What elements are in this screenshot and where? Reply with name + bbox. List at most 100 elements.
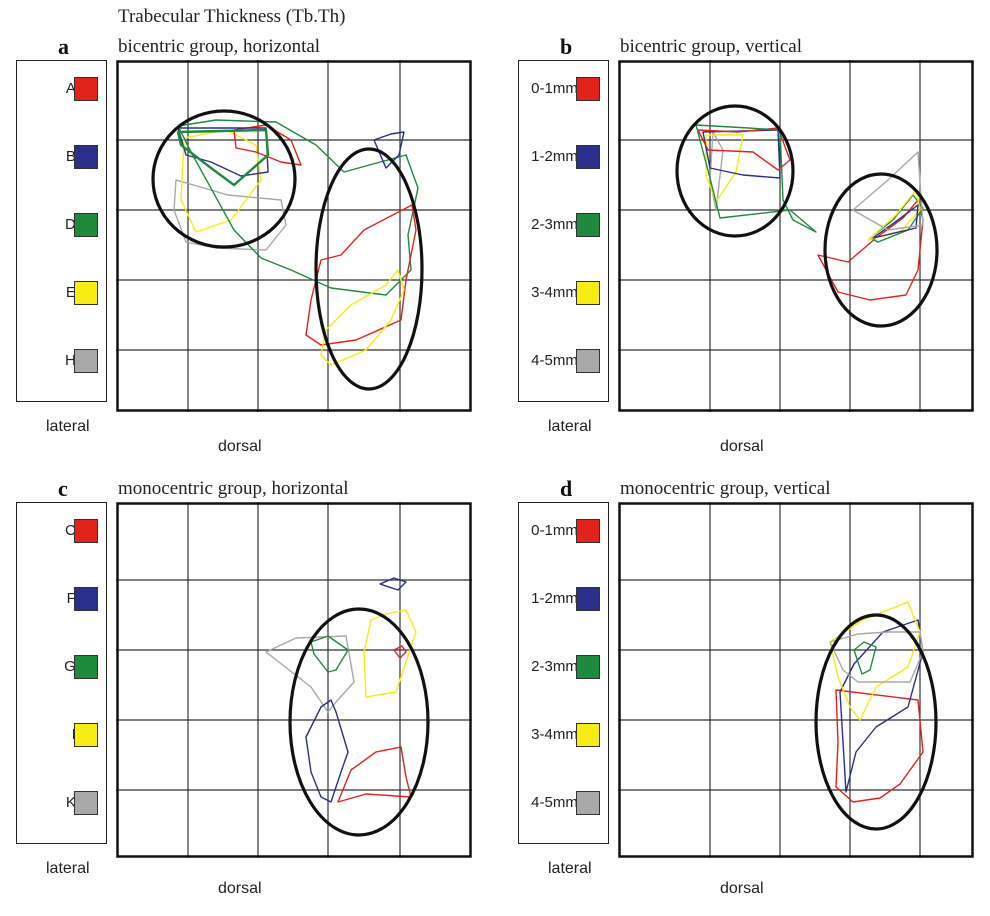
- outline-red-right: [305, 204, 417, 346]
- legend-swatch-gray: [576, 791, 600, 815]
- outline-yellow: [180, 129, 262, 233]
- legend-swatch-gray: [74, 349, 98, 373]
- outline-green-right: [869, 194, 924, 243]
- legend-label: 1-2mm:: [531, 148, 582, 165]
- legend-label: 3-4mm:: [531, 726, 582, 743]
- legend-item: 0-1mm:: [519, 519, 610, 545]
- legend-item: D:: [17, 213, 108, 239]
- legend-label: 4-5mm:: [531, 352, 582, 369]
- cluster-ellipse-right: [314, 147, 424, 391]
- legend-swatch-red: [74, 77, 98, 101]
- legend: 0-1mm: 1-2mm: 2-3mm: 3-4mm: 4-5mm:: [518, 502, 609, 844]
- outline-green-dark: [176, 128, 270, 187]
- legend-swatch-green: [74, 655, 98, 679]
- outline-yellow: [829, 601, 921, 721]
- outline-red-small: [393, 645, 407, 659]
- legend-swatch-yellow: [576, 723, 600, 747]
- plot-frame: [116, 60, 472, 412]
- legend-swatch-green: [576, 213, 600, 237]
- legend-swatch-red: [576, 519, 600, 543]
- cluster-ellipse: [288, 607, 430, 837]
- panel-d: d monocentric group, vertical 0-1mm: 1-2…: [502, 476, 990, 916]
- legend-label: 0-1mm:: [531, 522, 582, 539]
- grid: [618, 60, 974, 412]
- outline-green: [177, 119, 419, 296]
- legend: C: F: G: I: K:: [16, 502, 107, 844]
- panel-letter: c: [58, 476, 68, 501]
- plot-frame: [116, 502, 472, 858]
- legend-item: 3-4mm:: [519, 281, 610, 307]
- outline-red: [835, 689, 924, 803]
- outline-gray: [173, 179, 287, 251]
- legend-label: 4-5mm:: [531, 794, 582, 811]
- legend-item: 2-3mm:: [519, 213, 610, 239]
- legend-item: H:: [17, 349, 108, 375]
- legend-swatch-yellow: [74, 281, 98, 305]
- side-label: lateral: [46, 860, 90, 877]
- outline-yellow: [705, 134, 744, 203]
- outline-yellow: [363, 609, 417, 698]
- bottom-label: dorsal: [720, 438, 764, 455]
- figure-title: Trabecular Thickness (Tb.Th): [118, 6, 346, 27]
- outline-green: [695, 124, 817, 233]
- outline-blue-small: [379, 577, 407, 591]
- outline-blue: [839, 619, 924, 793]
- legend-swatch-yellow: [74, 723, 98, 747]
- panel-letter: a: [58, 34, 69, 59]
- legend-label: 1-2mm:: [531, 590, 582, 607]
- outline-blue-right: [872, 204, 919, 239]
- panel-title: bicentric group, vertical: [620, 36, 803, 57]
- legend-item: 1-2mm:: [519, 587, 610, 613]
- panel-letter: d: [560, 476, 573, 501]
- outline-red: [337, 746, 412, 803]
- bottom-label: dorsal: [218, 880, 262, 897]
- side-label: lateral: [548, 860, 592, 877]
- legend-swatch-green: [576, 655, 600, 679]
- legend-item: E:: [17, 281, 108, 307]
- outline-red: [697, 127, 791, 171]
- outline-gray: [265, 635, 355, 713]
- legend: A: B: D: E: H:: [16, 60, 107, 402]
- outline-red-right: [817, 199, 924, 301]
- legend-swatch-blue: [576, 587, 600, 611]
- plot-area: [618, 60, 974, 412]
- outline-gray: [709, 131, 724, 211]
- outline-blue: [305, 699, 349, 803]
- plot-area: [116, 502, 472, 858]
- legend: 0-1mm: 1-2mm: 2-3mm: 3-4mm: 4-5mm:: [518, 60, 609, 402]
- legend-item: 2-3mm:: [519, 655, 610, 681]
- plot-frame: [618, 60, 974, 412]
- outline-gray-right: [852, 151, 924, 231]
- panel-title: monocentric group, vertical: [620, 478, 831, 499]
- plot-frame: [618, 502, 974, 858]
- outline-green: [310, 635, 349, 673]
- panel-c: c monocentric group, horizontal C: F: G:…: [0, 476, 490, 916]
- side-label: lateral: [548, 418, 592, 435]
- bottom-label: dorsal: [218, 438, 262, 455]
- cluster-ellipse-right: [823, 172, 939, 328]
- legend-swatch-green: [74, 213, 98, 237]
- outline-blue: [177, 127, 269, 177]
- grid: [618, 502, 974, 858]
- legend-item: 4-5mm:: [519, 791, 610, 817]
- legend-swatch-gray: [74, 791, 98, 815]
- bottom-label: dorsal: [720, 880, 764, 897]
- legend-swatch-red: [74, 519, 98, 543]
- legend-item: C:: [17, 519, 108, 545]
- legend-label: 2-3mm:: [531, 216, 582, 233]
- cluster-ellipse: [814, 613, 938, 831]
- plot-area: [618, 502, 974, 858]
- panel-a: a bicentric group, horizontal A: B: D: E…: [0, 34, 490, 474]
- panel-letter: b: [560, 34, 573, 59]
- outline-blue-small: [373, 131, 405, 169]
- cluster-ellipse-left: [151, 109, 297, 249]
- legend-item: F:: [17, 587, 108, 613]
- legend-swatch-blue: [576, 145, 600, 169]
- side-label: lateral: [46, 418, 90, 435]
- legend-label: 0-1mm:: [531, 80, 582, 97]
- legend-item: K:: [17, 791, 108, 817]
- legend-item: I:: [17, 723, 108, 749]
- legend-item: 3-4mm:: [519, 723, 610, 749]
- outline-green: [853, 641, 877, 675]
- legend-label: 3-4mm:: [531, 284, 582, 301]
